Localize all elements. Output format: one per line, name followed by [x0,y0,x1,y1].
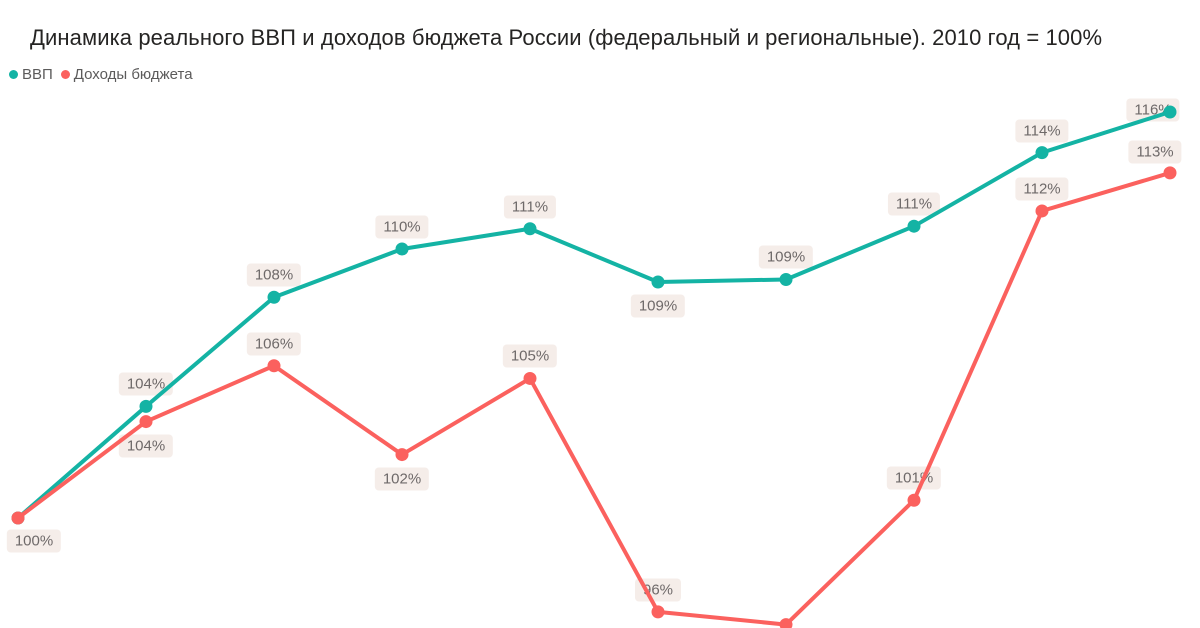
data-point-gdp-3[interactable] [395,242,409,256]
data-point-budget-0[interactable] [11,511,25,525]
data-label-budget-2: 106% [246,332,302,356]
data-label-budget-9: 113% [1128,140,1182,164]
series-line-gdp [16,110,1172,520]
data-label-gdp-5: 109% [630,294,686,318]
data-label-gdp-3: 110% [375,215,429,239]
data-point-budget-9[interactable] [1163,166,1177,180]
data-point-gdp-2[interactable] [267,290,281,304]
data-point-budget-1[interactable] [139,415,153,429]
data-label-budget-1: 104% [118,434,174,458]
legend-item-gdp[interactable]: ВВП [9,66,53,83]
data-point-budget-2[interactable] [267,359,281,373]
legend-marker-gdp-icon [9,70,18,79]
data-point-gdp-5[interactable] [651,275,665,289]
data-label-budget-5: 96% [634,578,682,602]
data-label-budget-0: 100% [6,529,62,553]
series-line-budget [16,170,1172,627]
data-point-budget-6[interactable] [779,618,793,628]
data-point-budget-8[interactable] [1035,204,1049,218]
data-point-gdp-6[interactable] [779,272,793,286]
data-point-budget-4[interactable] [523,371,537,385]
data-label-gdp-7: 111% [887,192,941,216]
legend: ВВП Доходы бюджета [9,66,193,83]
legend-item-budget[interactable]: Доходы бюджета [60,66,193,83]
chart-title: Динамика реального ВВП и доходов бюджета… [30,25,1103,50]
data-label-gdp-6: 109% [758,245,814,269]
data-point-budget-7[interactable] [907,493,921,507]
data-label-budget-4: 105% [502,344,558,368]
data-label-gdp-1: 104% [118,372,174,396]
legend-label-gdp: ВВП [22,66,53,83]
data-point-gdp-9[interactable] [1163,105,1177,119]
data-point-gdp-4[interactable] [523,222,537,236]
data-point-budget-5[interactable] [651,605,665,619]
data-label-budget-3: 102% [374,467,430,491]
data-label-budget-8: 112% [1015,177,1069,201]
legend-marker-budget-icon [60,70,70,79]
data-point-gdp-8[interactable] [1035,146,1049,160]
data-label-gdp-4: 111% [503,195,557,219]
data-point-budget-3[interactable] [395,448,409,462]
legend-label-budget: Доходы бюджета [73,66,193,83]
data-point-gdp-7[interactable] [907,219,921,233]
data-point-gdp-1[interactable] [139,399,153,413]
data-label-gdp-8: 114% [1015,119,1069,143]
data-label-gdp-2: 108% [246,263,302,287]
